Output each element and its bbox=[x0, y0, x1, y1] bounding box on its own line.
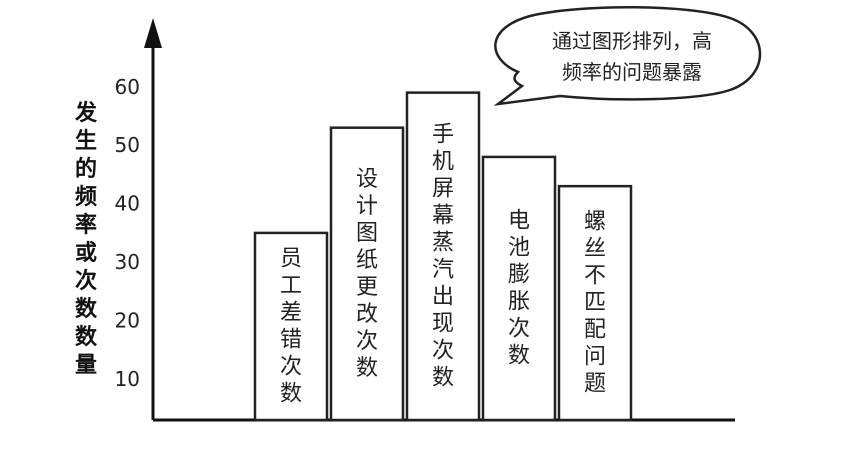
bar-category-label: 螺丝不匹配问题 bbox=[584, 210, 606, 397]
y-tick-label: 40 bbox=[115, 192, 140, 216]
bar-category-label: 设计图纸更改次数 bbox=[356, 167, 378, 381]
y-axis-label: 发生的频率或次数数量 bbox=[74, 100, 98, 378]
bar bbox=[405, 91, 481, 422]
y-tick-label: 30 bbox=[115, 250, 140, 274]
callout-line-2: 频率的问题暴露 bbox=[562, 60, 702, 84]
bars: 员工差错次数 设计图纸更改次数 手机屏幕蒸汽出现次数 电池膨胀次数 螺丝不匹配问题 bbox=[253, 91, 633, 422]
bar bbox=[481, 155, 557, 422]
bar-group: 员工差错次数 bbox=[253, 231, 329, 422]
bar-group: 电池膨胀次数 bbox=[481, 155, 557, 422]
y-tick-label: 60 bbox=[115, 75, 140, 99]
callout-bubble: 通过图形排列，高 频率的问题暴露 bbox=[493, 5, 762, 106]
callout-bubble-shape bbox=[493, 5, 762, 106]
bar-group: 设计图纸更改次数 bbox=[329, 126, 405, 422]
callout-line-1: 通过图形排列，高 bbox=[552, 29, 712, 53]
bar-category-label: 电池膨胀次数 bbox=[508, 208, 530, 368]
y-tick-labels: 10 20 30 40 50 60 bbox=[115, 75, 140, 391]
bar bbox=[557, 184, 633, 422]
y-tick-label: 20 bbox=[115, 309, 140, 333]
y-axis-arrow bbox=[144, 18, 162, 48]
bar bbox=[329, 126, 405, 422]
bar-category-label: 员工差错次数 bbox=[280, 246, 302, 406]
bar-category-label: 手机屏幕蒸汽出现次数 bbox=[432, 122, 454, 390]
bar-group: 螺丝不匹配问题 bbox=[557, 184, 633, 422]
bar-group: 手机屏幕蒸汽出现次数 bbox=[405, 91, 481, 422]
y-tick-label: 50 bbox=[115, 133, 140, 157]
y-tick-label: 10 bbox=[115, 367, 140, 391]
bar bbox=[253, 231, 329, 422]
